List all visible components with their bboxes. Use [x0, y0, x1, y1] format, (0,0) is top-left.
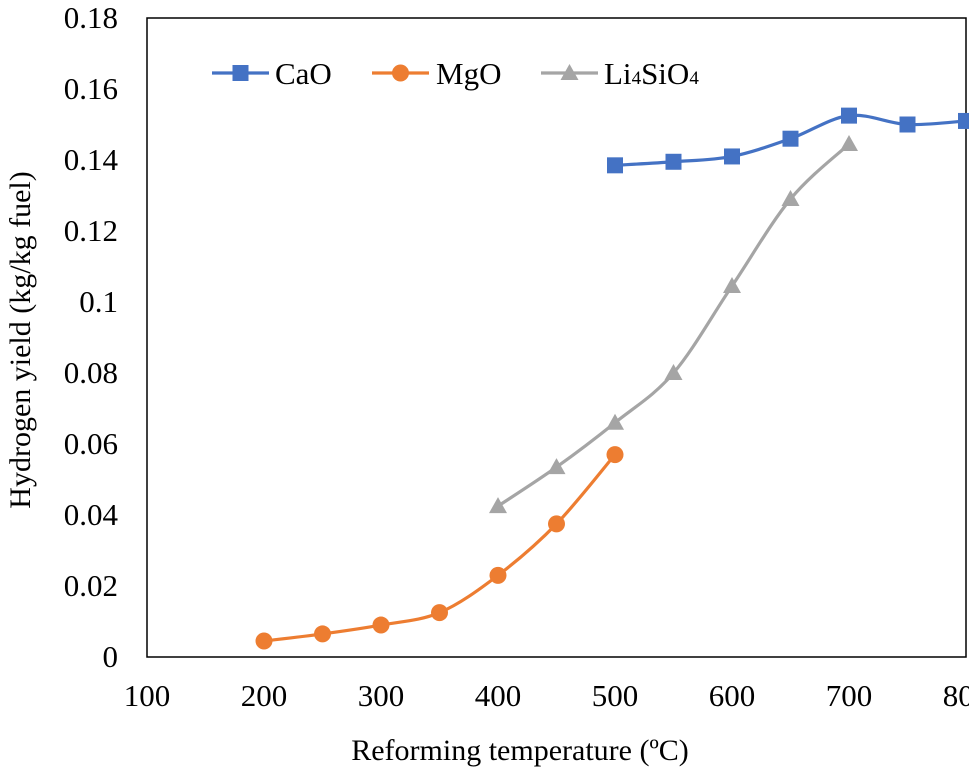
y-tick-label: 0.06: [64, 426, 118, 461]
y-tick-label: 0.04: [64, 497, 119, 532]
legend-marker-li4sio4: [560, 64, 579, 80]
legend-label-cao: CaO: [275, 56, 332, 91]
data-point-mgo: [255, 632, 273, 650]
data-point-li4sio4: [606, 413, 624, 430]
data-point-mgo: [489, 566, 507, 584]
x-tick-label: 100: [124, 678, 171, 713]
y-axis-title: Hydrogen yield (kg/kg fuel): [4, 171, 37, 508]
data-point-cao: [724, 148, 740, 165]
data-point-li4sio4: [840, 135, 858, 152]
y-tick-label: 0: [103, 639, 119, 674]
x-tick-label: 500: [592, 678, 639, 713]
data-point-mgo: [372, 616, 390, 634]
x-tick-label: 300: [358, 678, 405, 713]
plot-frame: [146, 17, 967, 658]
data-point-li4sio4: [489, 497, 507, 514]
data-point-mgo: [548, 515, 565, 533]
data-point-cao: [841, 107, 857, 124]
data-point-li4sio4: [547, 458, 566, 475]
x-tick-label: 800: [943, 678, 969, 713]
y-tick-label: 0.12: [64, 213, 118, 248]
legend-label-mgo: MgO: [436, 56, 501, 91]
data-point-cao: [958, 112, 969, 129]
legend-item-cao: CaO: [212, 56, 332, 91]
legend: CaO MgO Li4SiO4: [212, 56, 699, 91]
data-point-li4sio4: [781, 190, 800, 207]
series-mgo: [255, 446, 624, 650]
data-point-cao: [899, 116, 916, 133]
series-cao: [607, 107, 969, 174]
data-point-mgo: [431, 604, 448, 622]
x-tick-label: 200: [241, 678, 288, 713]
x-tick-label: 700: [826, 678, 873, 713]
y-tick-label: 0.02: [64, 568, 118, 603]
legend-label-li4sio4: Li4SiO4: [604, 56, 699, 91]
data-point-li4sio4: [664, 364, 683, 380]
y-tick-label: 0.1: [79, 284, 118, 319]
data-point-li4sio4: [723, 277, 741, 294]
x-tick-label: 400: [475, 678, 522, 713]
x-tick-label: 600: [709, 678, 756, 713]
legend-item-li4sio4: Li4SiO4: [541, 56, 699, 91]
data-point-cao: [782, 130, 799, 147]
axes: 0 0.02 0.04 0.06 0.08 0.1 0.12 0.14 0.16 0.18 100 2…: [64, 0, 969, 713]
y-tick-label: 0.18: [64, 0, 118, 35]
data-point-mgo: [606, 446, 624, 464]
y-tick-label: 0.16: [64, 71, 118, 106]
x-axis-title: Reforming temperature (ºC): [351, 734, 689, 767]
legend-marker-mgo: [392, 64, 409, 82]
legend-item-mgo: MgO: [372, 56, 501, 91]
data-point-cao: [607, 157, 623, 174]
series-line-li4sio4: [496, 142, 851, 508]
series-layer: [255, 107, 969, 650]
data-point-mgo: [314, 625, 331, 643]
y-tick-label: 0.14: [64, 142, 119, 177]
legend-marker-cao: [232, 65, 249, 81]
y-tick-label: 0.08: [64, 355, 118, 390]
data-point-cao: [665, 153, 682, 170]
series-li4sio4: [489, 135, 858, 514]
